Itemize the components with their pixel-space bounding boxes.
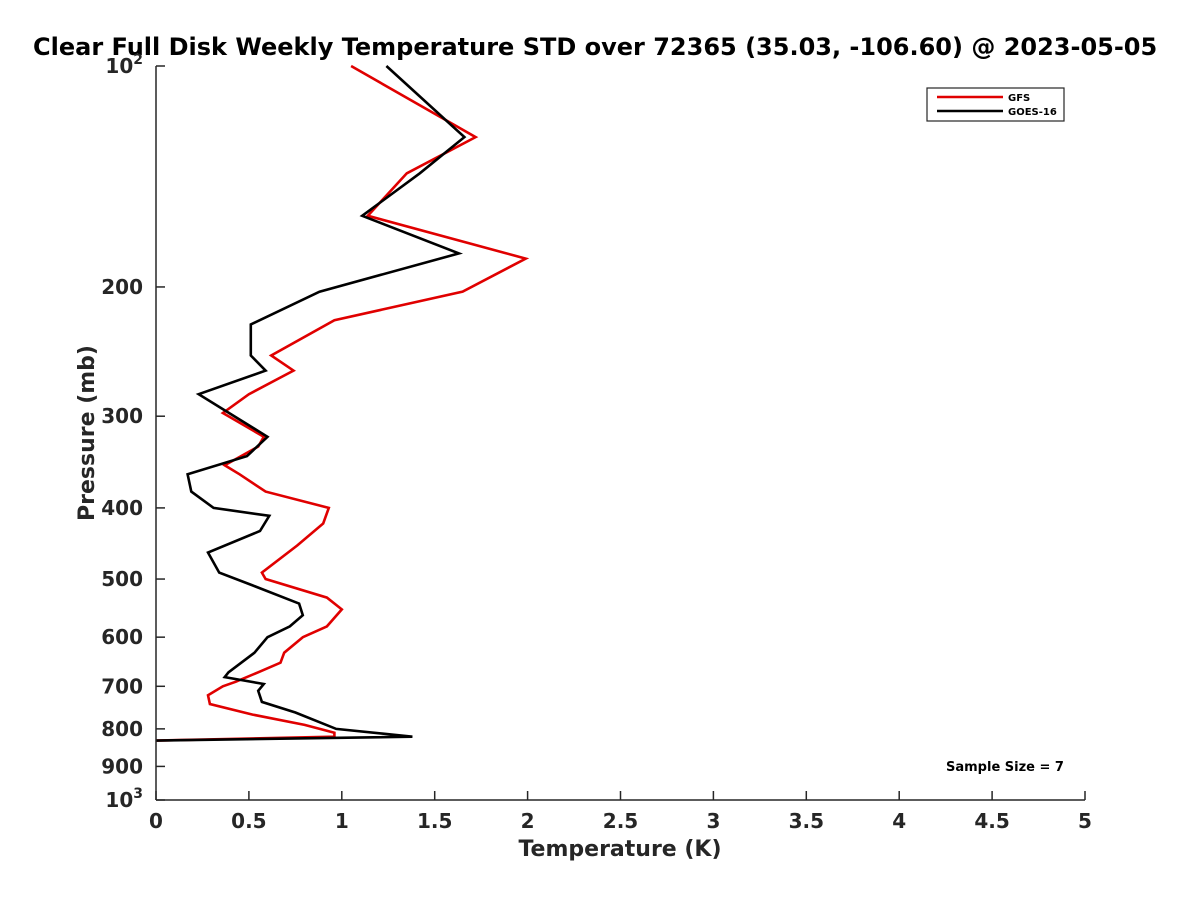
- x-tick-label: 1: [335, 809, 349, 833]
- y-tick-label-base: 800: [101, 717, 143, 741]
- sample-size-annotation: Sample Size = 7: [946, 760, 1064, 775]
- x-tick-label: 3: [706, 809, 720, 833]
- y-tick-label: 200: [101, 275, 143, 299]
- x-tick-label: 0.5: [231, 809, 266, 833]
- legend-label-gfs: GFS: [1008, 93, 1030, 104]
- y-axis-label: Pressure (mb): [75, 345, 100, 521]
- x-axis-ticks: 0 0.5 1 1.5 2 2.5 3 3.5 4 4.5 5: [149, 791, 1092, 833]
- plot-area: [155, 64, 530, 742]
- y-tick-label: 700: [101, 674, 143, 698]
- x-tick-label: 1.5: [417, 809, 452, 833]
- x-tick-label: 0: [149, 809, 163, 833]
- y-tick-label: 800: [101, 717, 143, 741]
- series-line-goes-16: [155, 65, 467, 742]
- y-tick-label-base: 10: [105, 788, 133, 812]
- legend: GFS GOES-16: [926, 87, 1065, 122]
- y-tick-label-base: 900: [101, 754, 143, 778]
- y-tick-label-base: 200: [101, 275, 143, 299]
- y-tick-label-exponent: 2: [133, 52, 143, 68]
- y-tick-label: 102: [105, 52, 143, 78]
- x-tick-label: 5: [1078, 809, 1092, 833]
- x-axis-label: Temperature (K): [518, 837, 721, 862]
- legend-label-goes16: GOES-16: [1008, 107, 1057, 118]
- y-tick-label-base: 600: [101, 625, 143, 649]
- legend-box: [926, 87, 1065, 122]
- y-tick-label: 900: [101, 754, 143, 778]
- y-tick-label-base: 500: [101, 567, 143, 591]
- y-tick-label-base: 400: [101, 496, 143, 520]
- x-tick-label: 4: [892, 809, 906, 833]
- y-tick-label: 400: [101, 496, 143, 520]
- chart-title: Clear Full Disk Weekly Temperature STD o…: [33, 33, 1157, 61]
- x-tick-label: 4.5: [974, 809, 1009, 833]
- y-tick-label: 103: [105, 786, 143, 812]
- y-tick-label-base: 300: [101, 404, 143, 428]
- y-tick-label-exponent: 3: [133, 786, 143, 802]
- x-tick-label: 2.5: [603, 809, 638, 833]
- y-tick-label-base: 700: [101, 674, 143, 698]
- y-tick-label: 500: [101, 567, 143, 591]
- series-line-gfs: [155, 64, 530, 742]
- x-tick-label: 3.5: [789, 809, 824, 833]
- y-tick-label: 600: [101, 625, 143, 649]
- y-tick-label: 300: [101, 404, 143, 428]
- x-tick-label: 2: [521, 809, 535, 833]
- y-tick-label-base: 10: [105, 54, 133, 78]
